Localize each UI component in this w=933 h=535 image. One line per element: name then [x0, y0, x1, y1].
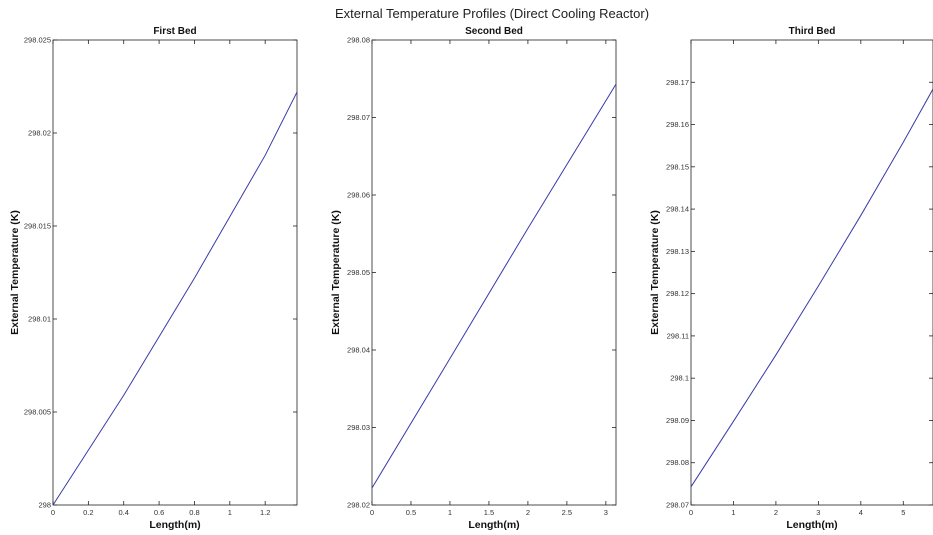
subplots-group: First Bed 0 0.2 0.4 0.6 0.8 1 1.2 298 298.005 298.…	[9, 26, 933, 531]
plot-area-frame	[371, 39, 617, 506]
plot-area-frame	[52, 39, 298, 506]
x-tick-label: 0.6	[154, 508, 164, 517]
y-tick-label: 298.01	[28, 315, 51, 324]
series-line	[690, 88, 933, 488]
x-tick-label: 0	[370, 508, 374, 517]
y-tick-label: 298.12	[666, 289, 689, 298]
y-tick-label: 298.03	[347, 423, 370, 432]
subplot-title: Third Bed	[789, 26, 836, 37]
x-tick-label: 3	[604, 508, 608, 517]
subplot-1: First Bed 0 0.2 0.4 0.6 0.8 1 1.2 298 298.005 298.…	[9, 26, 298, 531]
y-axis-label: External Temperature (K)	[649, 210, 661, 335]
x-axis-label: Length(m)	[149, 519, 200, 531]
x-tick-label: 0.5	[406, 508, 416, 517]
x-tick-label: 1	[731, 508, 735, 517]
y-tick-label: 298.06	[347, 191, 370, 200]
x-tick-label: 0	[51, 508, 55, 517]
x-axis-label: Length(m)	[786, 519, 837, 531]
x-tick-label: 0	[689, 508, 693, 517]
x-tick-label: 1.2	[260, 508, 270, 517]
y-tick-label: 298.02	[28, 129, 51, 138]
y-tick-label: 298.14	[666, 205, 689, 214]
y-tick-label: 298.11	[667, 331, 689, 340]
y-axis-label: External Temperature (K)	[330, 210, 342, 335]
x-tick-label: 5	[901, 508, 905, 517]
y-tick-label: 298.17	[666, 78, 689, 87]
y-tick-label: 298.13	[666, 247, 689, 256]
x-axis-label: Length(m)	[468, 519, 519, 531]
x-tick-label: 3	[816, 508, 820, 517]
x-tick-label: 0.8	[189, 508, 199, 517]
y-tick-label: 298.15	[666, 162, 689, 171]
y-tick-label: 298	[38, 501, 51, 510]
y-tick-label: 298.05	[347, 268, 370, 277]
x-tick-label: 0.4	[119, 508, 129, 517]
y-axis-label: External Temperature (K)	[9, 210, 21, 335]
y-tick-label: 298.09	[666, 416, 689, 425]
x-tick-label: 1	[448, 508, 452, 517]
x-tick-label: 4	[859, 508, 863, 517]
figure-title: External Temperature Profiles (Direct Co…	[335, 6, 649, 21]
y-tick-label: 298.08	[347, 36, 370, 45]
y-tick-label: 298.08	[666, 458, 689, 467]
x-tick-label: 2	[526, 508, 530, 517]
y-tick-label: 298.1	[670, 374, 689, 383]
y-tick-label: 298.015	[24, 222, 51, 231]
subplot-2: Second Bed 0 0.5 1 1.5 2 2.5 3 298.02 298.03 298.0…	[330, 26, 617, 531]
x-tick-label: 2.5	[562, 508, 572, 517]
x-tick-label: 0.2	[83, 508, 93, 517]
x-tick-label: 1	[228, 508, 232, 517]
subplot-title: Second Bed	[465, 26, 523, 37]
y-tick-label: 298.02	[347, 501, 370, 510]
y-tick-label: 298.04	[347, 346, 370, 355]
y-tick-label: 298.16	[666, 120, 689, 129]
y-tick-label: 298.005	[24, 408, 51, 417]
plot-area-frame	[690, 39, 933, 506]
subplot-3: Third Bed 0 1 2 3 4 5 298.07 298.08 298.09 298.1 29…	[649, 26, 933, 531]
y-tick-label: 298.07	[347, 113, 370, 122]
y-tick-label: 298.025	[24, 36, 51, 45]
subplot-title: First Bed	[153, 26, 196, 37]
x-tick-label: 1.5	[484, 508, 494, 517]
series-line	[371, 83, 617, 489]
series-line	[52, 91, 298, 506]
y-tick-label: 298.07	[666, 501, 689, 510]
x-tick-label: 2	[774, 508, 778, 517]
